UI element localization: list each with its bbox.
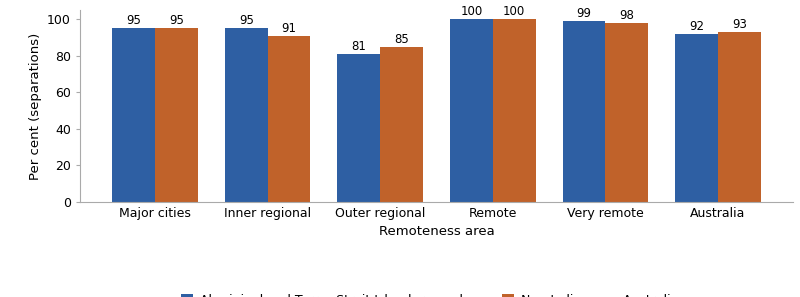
- Text: 100: 100: [460, 5, 482, 18]
- Bar: [450, 19, 493, 202]
- Text: 95: 95: [239, 15, 254, 28]
- Bar: [675, 34, 718, 202]
- Bar: [562, 21, 606, 202]
- Bar: [338, 54, 380, 202]
- Text: 95: 95: [126, 15, 142, 28]
- Text: 85: 85: [394, 33, 409, 46]
- Bar: [493, 19, 535, 202]
- Bar: [268, 36, 310, 202]
- Bar: [718, 32, 761, 202]
- Y-axis label: Per cent (separations): Per cent (separations): [29, 32, 42, 180]
- Bar: [155, 29, 198, 202]
- Bar: [380, 47, 423, 202]
- Bar: [225, 29, 268, 202]
- Text: 95: 95: [169, 15, 184, 28]
- Text: 100: 100: [503, 5, 526, 18]
- Text: 92: 92: [689, 20, 704, 33]
- Text: 91: 91: [282, 22, 297, 35]
- Text: 99: 99: [577, 7, 591, 20]
- Legend: Aboriginal and Torres Strait Islander peoples, Non-Indigenous Australians: Aboriginal and Torres Strait Islander pe…: [176, 289, 698, 297]
- Bar: [113, 29, 155, 202]
- Text: 93: 93: [732, 18, 746, 31]
- Text: 98: 98: [619, 9, 634, 22]
- Bar: [606, 23, 648, 202]
- X-axis label: Remoteness area: Remoteness area: [378, 225, 494, 238]
- Text: 81: 81: [351, 40, 366, 53]
